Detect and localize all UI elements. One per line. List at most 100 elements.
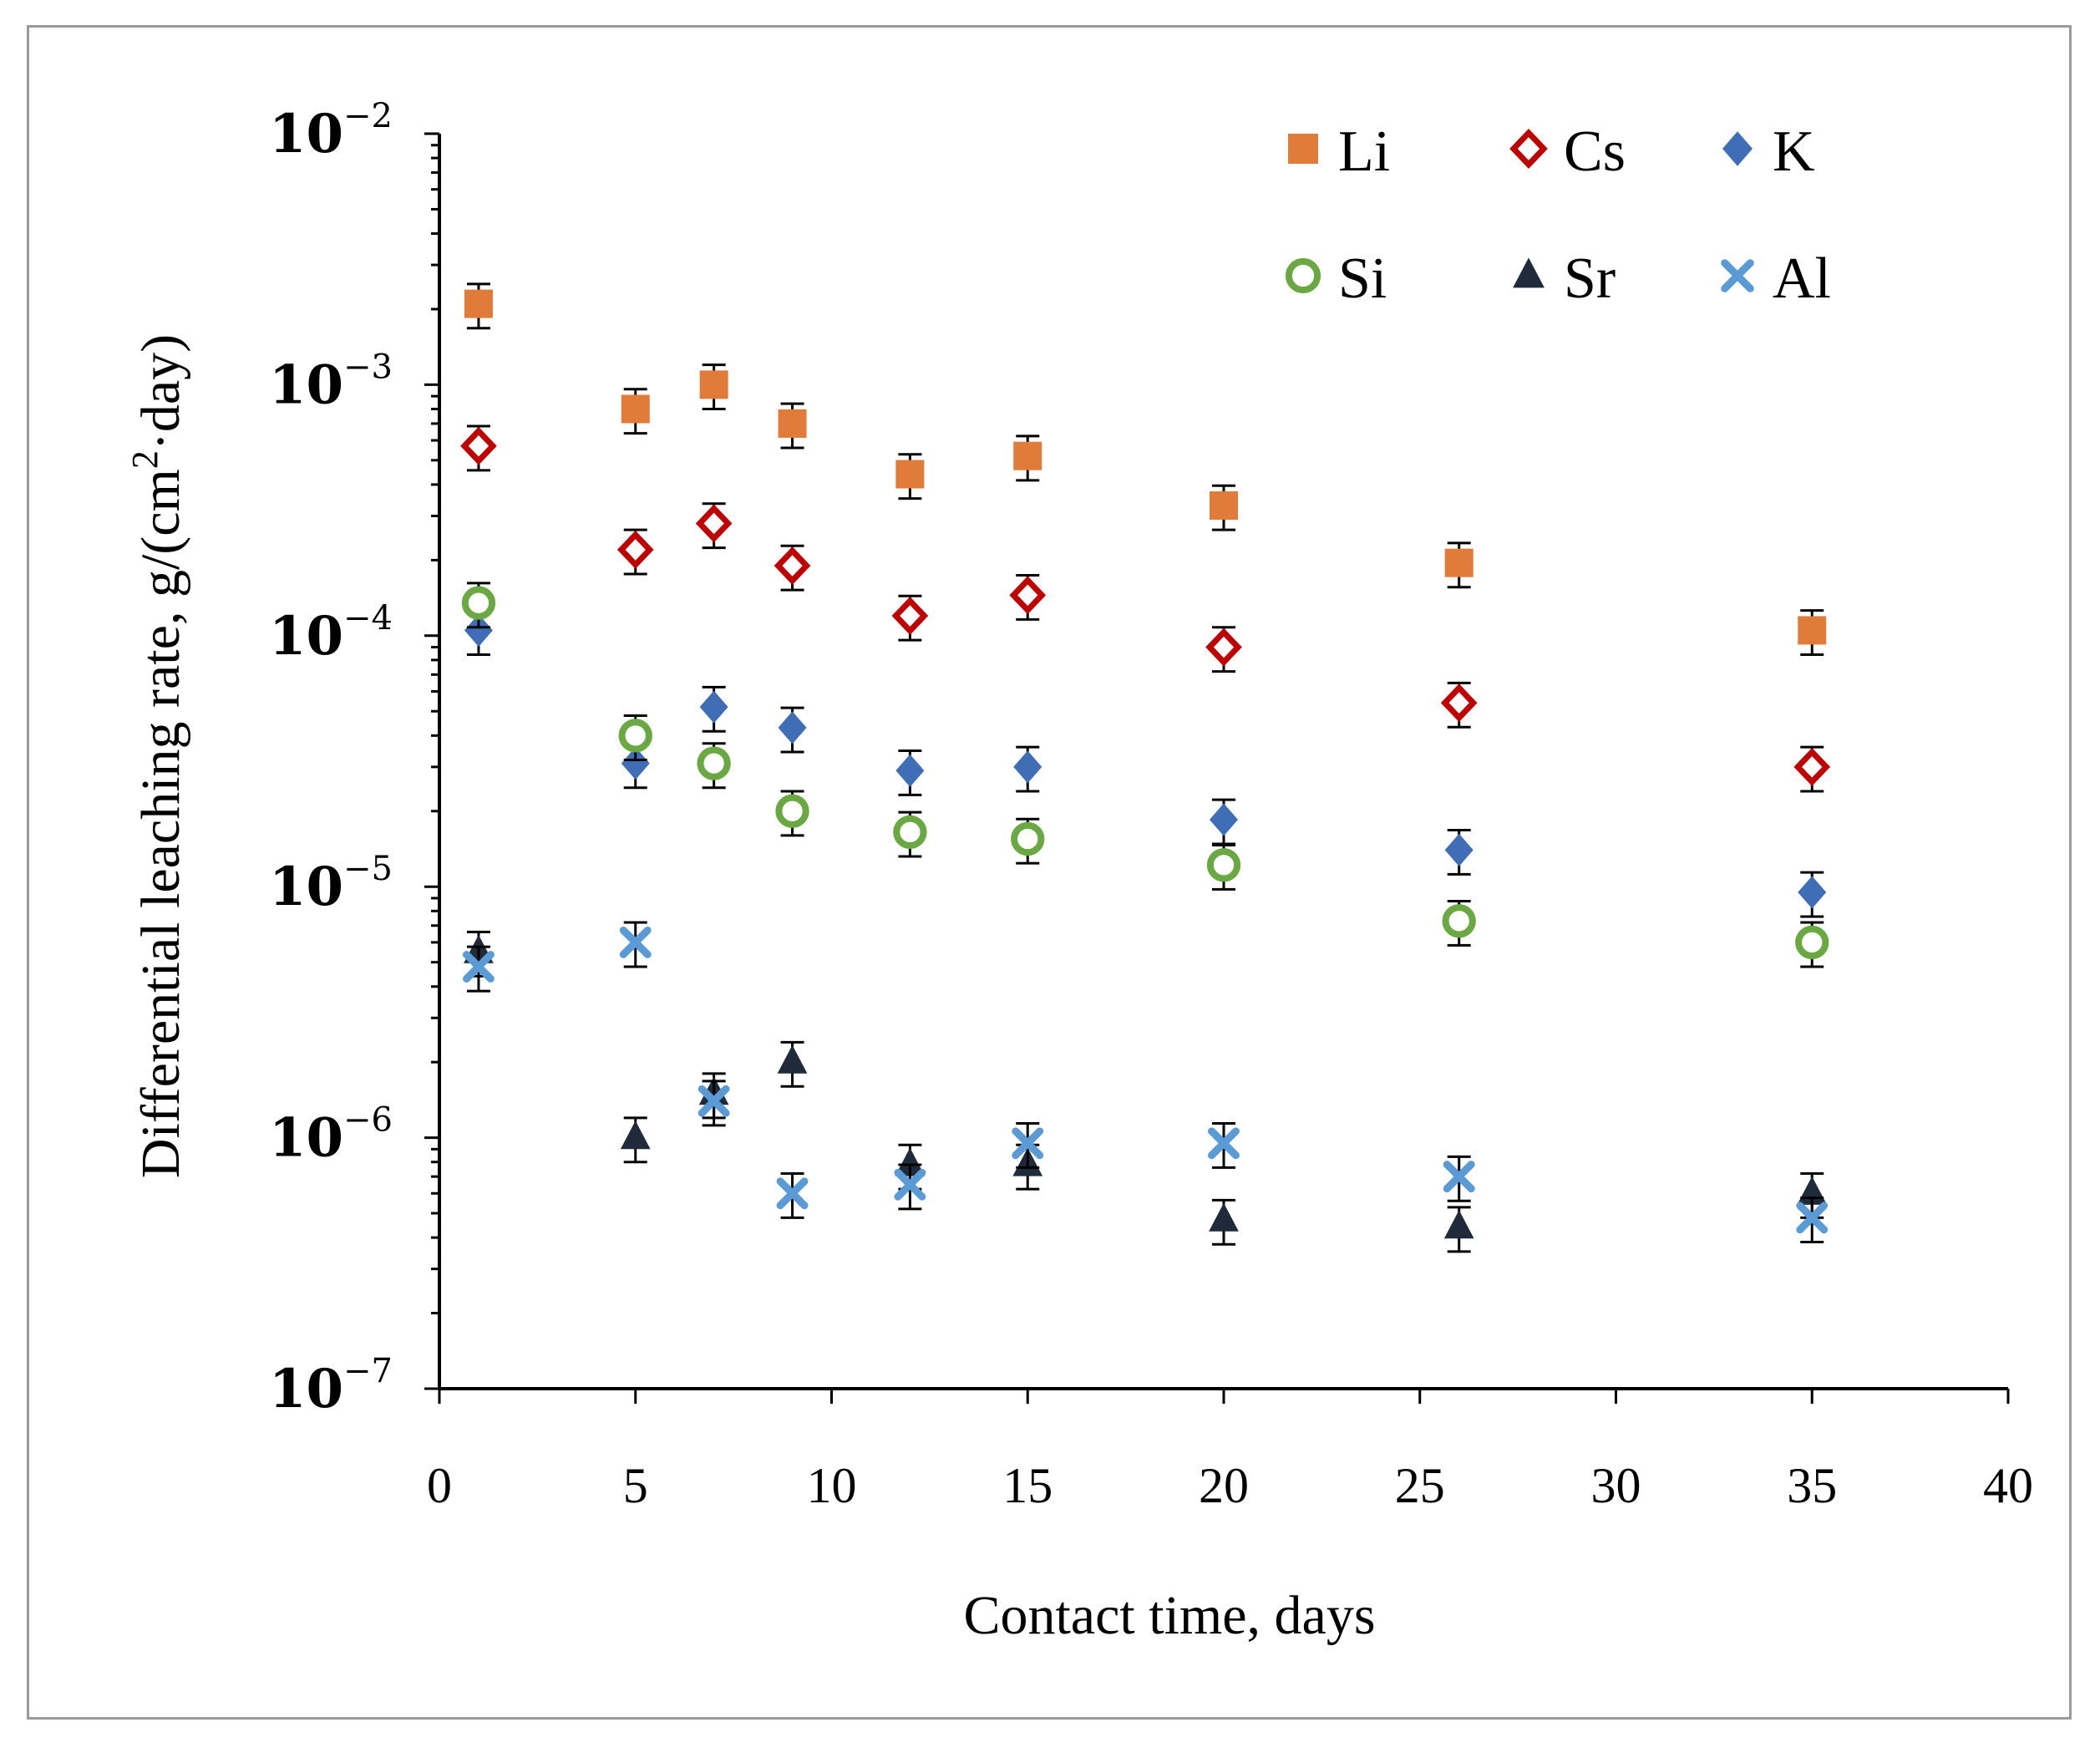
data-point-li-shape: [778, 409, 807, 438]
legend-marker-k-shape: [1722, 131, 1753, 166]
data-point-al-stroke-b: [1012, 1127, 1044, 1160]
y-tick-label-base: 10: [269, 1107, 343, 1170]
data-point-cs: [1440, 683, 1478, 723]
data-point-cs: [695, 504, 733, 543]
x-ticks: [438, 1389, 2010, 1404]
data-point-al: [1208, 1127, 1240, 1160]
data-point-k: [1798, 876, 1827, 909]
legend-marker-li-shape: [1288, 134, 1318, 164]
data-point-sr: [620, 1120, 651, 1150]
data-point-cs-shape: [1440, 683, 1478, 723]
y-tick-label-base: 10: [269, 353, 343, 416]
legend-marker-si: [1285, 257, 1321, 294]
data-point-cs: [1793, 747, 1831, 786]
data-point-si-shape: [697, 746, 731, 780]
data-point-cs-shape: [891, 597, 929, 635]
legend-marker-al-stroke-b: [1721, 259, 1754, 292]
y-tick-label-exponent: −6: [343, 1101, 393, 1140]
series-si: [461, 582, 1829, 968]
data-point-cs: [1009, 576, 1047, 615]
data-point-al-stroke-b: [1443, 1161, 1475, 1193]
y-tick-label-exponent: −5: [343, 850, 393, 888]
data-point-li: [1013, 441, 1042, 470]
data-point-al-stroke-b: [1208, 1127, 1240, 1160]
data-point-li-shape: [895, 460, 925, 489]
data-point-si-shape: [1206, 848, 1241, 882]
x-tick-label: 5: [623, 1458, 648, 1513]
data-point-si: [461, 586, 496, 620]
data-point-li-shape: [621, 394, 650, 424]
legend-item-sr: Sr: [1513, 246, 1616, 311]
y-tick-label-exponent: −4: [343, 599, 393, 638]
data-point-li: [699, 370, 728, 399]
data-point-si: [775, 794, 809, 828]
data-point-si-shape: [1442, 904, 1476, 938]
x-tick-label: 10: [807, 1458, 857, 1513]
data-points: [460, 282, 1831, 1253]
data-point-sr: [1443, 1210, 1474, 1239]
data-point-al: [776, 1177, 809, 1210]
y-axis-title-main: Differential leaching rate, g/(cm: [130, 469, 191, 1178]
x-tick-label: 35: [1787, 1458, 1837, 1513]
data-point-cs-shape: [1009, 576, 1047, 615]
data-point-cs-shape: [460, 426, 497, 465]
series-li: [464, 282, 1827, 657]
data-point-si-shape: [461, 586, 496, 620]
x-tick-label: 30: [1591, 1458, 1641, 1513]
data-point-si-shape: [618, 719, 652, 753]
x-tick-label: 15: [1002, 1458, 1053, 1513]
data-point-si-shape: [893, 815, 927, 850]
data-point-li: [895, 460, 925, 489]
data-point-k: [464, 613, 493, 647]
y-tick-label: 10−7: [269, 1352, 393, 1420]
data-point-si: [1442, 904, 1476, 938]
legend: Li Cs K Si Sr Al: [1285, 119, 1831, 311]
data-point-si-shape: [1795, 925, 1829, 959]
y-tick-label-exponent: −3: [343, 348, 393, 386]
data-point-cs: [460, 426, 497, 465]
data-point-al: [463, 951, 495, 983]
data-point-k: [621, 747, 650, 780]
data-point-k-shape: [1013, 750, 1042, 784]
data-point-cs-shape: [616, 531, 654, 569]
data-point-cs: [774, 546, 811, 585]
legend-marker-si-shape: [1285, 257, 1321, 294]
legend-marker-cs-shape: [1509, 129, 1548, 169]
y-tick-label-base: 10: [269, 1358, 343, 1420]
legend-marker-sr: [1513, 257, 1545, 288]
series-cs: [460, 424, 1831, 793]
data-point-si: [697, 746, 731, 780]
data-point-al: [697, 1085, 730, 1117]
legend-marker-cs: [1509, 129, 1548, 169]
data-point-sr-shape: [620, 1120, 651, 1150]
y-tick-label-base: 10: [269, 856, 343, 918]
data-point-li-shape: [699, 370, 728, 399]
data-point-cs-shape: [695, 504, 733, 543]
data-point-li: [1444, 548, 1474, 577]
legend-item-si: Si: [1285, 246, 1387, 311]
y-tick-label: 10−5: [269, 850, 393, 918]
y-tick-label-base: 10: [269, 605, 343, 668]
data-point-al-stroke-b: [894, 1168, 926, 1201]
data-point-li: [778, 409, 807, 438]
legend-marker-sr-shape: [1513, 257, 1545, 288]
data-point-k: [699, 690, 728, 724]
data-point-k: [1210, 803, 1238, 836]
data-point-al-stroke-b: [463, 951, 495, 983]
data-point-k-shape: [621, 747, 650, 780]
data-point-sr-shape: [777, 1044, 808, 1074]
y-ticks: [424, 132, 439, 1390]
data-point-k-shape: [895, 754, 925, 787]
data-point-cs-shape: [1793, 747, 1831, 786]
data-point-k: [895, 754, 925, 787]
y-tick-label-exponent: −7: [343, 1352, 393, 1390]
series-sr: [464, 930, 1828, 1253]
data-point-al-stroke-b: [697, 1085, 730, 1117]
data-point-si-shape: [775, 794, 809, 828]
data-point-al-stroke-b: [1796, 1202, 1829, 1234]
data-point-si: [618, 719, 652, 753]
data-point-k-shape: [778, 711, 807, 744]
y-tick-label: 10−6: [269, 1101, 393, 1170]
data-point-k-shape: [1798, 876, 1827, 909]
data-point-al-stroke-b: [776, 1177, 809, 1210]
